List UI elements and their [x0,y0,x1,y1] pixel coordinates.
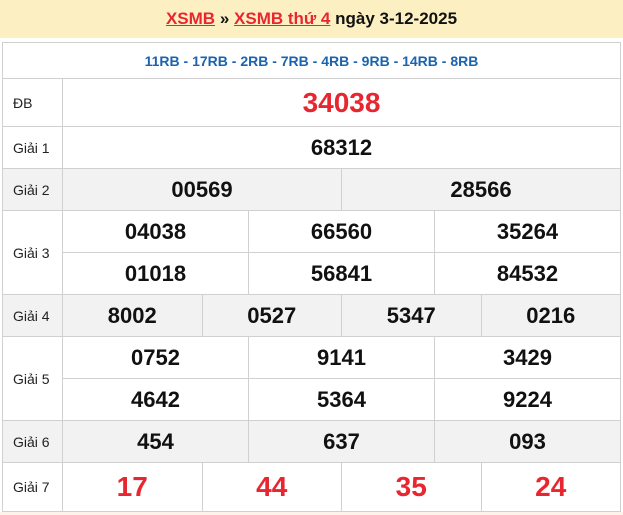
draw-codes: 11RB - 17RB - 2RB - 7RB - 4RB - 9RB - 14… [3,43,621,78]
prize-row: Giải 5 0752 9141 3429 4642 5364 9224 [3,337,621,421]
prize-number: 01018 [63,253,249,294]
prize-number: 35 [342,463,482,511]
prize-label: Giải 5 [3,337,63,420]
date-text: ngày 3-12-2025 [335,9,458,28]
prize-number: 8002 [63,295,203,336]
prize-number: 56841 [249,253,435,294]
prize-row: Giải 2 00569 28566 [3,169,621,211]
prize-number: 5364 [249,379,435,420]
prize-label: ĐB [3,79,63,126]
xsmb-thu4-link[interactable]: XSMB thứ 4 [234,9,331,28]
prize-number: 17 [63,463,203,511]
prize-label: Giải 2 [3,169,63,210]
prize-row: Giải 3 04038 66560 35264 01018 56841 84532 [3,211,621,295]
prize-number: 9224 [435,379,621,420]
prize-number: 68312 [63,127,621,168]
prize-row: Giải 4 8002 0527 5347 0216 [3,295,621,337]
prize-number: 35264 [435,211,621,252]
prize-number: 34038 [63,79,621,126]
prize-number: 0527 [203,295,342,336]
prize-number: 24 [482,463,621,511]
page-bottom [0,512,623,515]
prize-number: 3429 [435,337,621,378]
prize-number: 9141 [249,337,435,378]
prize-number: 00569 [63,169,342,210]
prize-row: Giải 7 17 44 35 24 [3,463,621,512]
prize-label: Giải 3 [3,211,63,294]
prize-number: 454 [63,421,249,462]
prize-label: Giải 6 [3,421,63,462]
prize-label: Giải 1 [3,127,63,168]
prize-row: Giải 1 68312 [3,127,621,169]
prize-number: 04038 [63,211,249,252]
prize-label: Giải 7 [3,463,63,511]
prize-row: Giải 6 454 637 093 [3,421,621,463]
prize-number: 093 [435,421,621,462]
prize-number: 0216 [482,295,621,336]
prize-number: 0752 [63,337,249,378]
prize-number: 84532 [435,253,621,294]
codes-row: 11RB - 17RB - 2RB - 7RB - 4RB - 9RB - 14… [3,43,621,79]
prize-number: 66560 [249,211,435,252]
prize-number: 637 [249,421,435,462]
breadcrumb-separator: » [219,9,230,28]
prize-row: ĐB 34038 [3,79,621,127]
page-header: XSMB » XSMB thứ 4 ngày 3-12-2025 [0,0,623,38]
prize-number: 44 [203,463,342,511]
results-table: 11RB - 17RB - 2RB - 7RB - 4RB - 9RB - 14… [2,42,621,512]
xsmb-link[interactable]: XSMB [165,9,216,28]
prize-number: 4642 [63,379,249,420]
prize-label: Giải 4 [3,295,63,336]
prize-number: 28566 [342,169,621,210]
prize-number: 5347 [342,295,482,336]
